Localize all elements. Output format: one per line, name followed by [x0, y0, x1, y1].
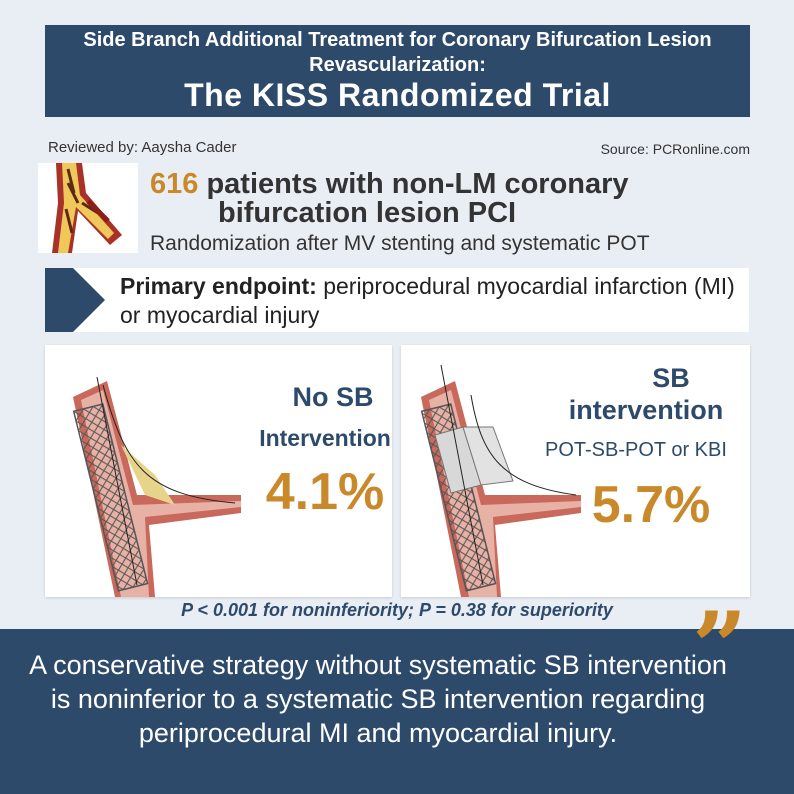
no-sb-label-line2: Intervention [259, 425, 391, 451]
title-subheading: Side Branch Additional Treatment for Cor… [83, 29, 712, 76]
no-sb-value: 4.1% [265, 463, 385, 521]
p-values: P < 0.001 for noninferiority; P = 0.38 f… [181, 600, 613, 620]
stented-artery-icon [72, 376, 241, 597]
sb-panel: SB intervention POT-SB-POT or KBI 5.7% [401, 345, 750, 597]
no-sb-panel: No SB Intervention 4.1% [45, 345, 392, 597]
patient-count: 616 [150, 168, 199, 200]
endpoint-text: periprocedural myocardial infarction (MI… [120, 273, 735, 328]
population-heading-rest: patients with non-LM coronary [198, 168, 629, 200]
title-banner: Side Branch Additional Treatment for Cor… [45, 25, 750, 117]
chevron-right-icon [45, 268, 105, 332]
randomization-note: Randomization after MV stenting and syst… [150, 232, 650, 255]
sb-value: 5.7% [591, 476, 711, 534]
no-sb-label: No SB [292, 382, 374, 412]
reviewer-credit: Reviewed by: Aaysha Cader [48, 139, 237, 156]
primary-endpoint: Primary endpoint: periprocedural myocard… [120, 272, 740, 330]
sb-label: SB [652, 363, 690, 393]
conclusion-box [0, 629, 794, 794]
sb-sublabel: POT-SB-POT or KBI [545, 439, 727, 461]
endpoint-label: Primary endpoint: [120, 273, 317, 299]
sb-label-line2: intervention [568, 395, 724, 425]
endpoint-box [45, 268, 749, 332]
conclusion-text: A conservative strategy without systemat… [29, 650, 727, 748]
source-credit: Source: PCRonline.com [600, 141, 750, 157]
artery-bifurcation-icon [38, 163, 138, 253]
balloon-stent-artery-icon [420, 364, 581, 597]
page-title: The KISS Randomized Trial [184, 77, 611, 113]
population-heading-line2: bifurcation lesion PCI [218, 197, 517, 229]
quote-icon: ” [692, 591, 748, 704]
population-heading: 616 patients with non-LM coronary [150, 168, 629, 200]
